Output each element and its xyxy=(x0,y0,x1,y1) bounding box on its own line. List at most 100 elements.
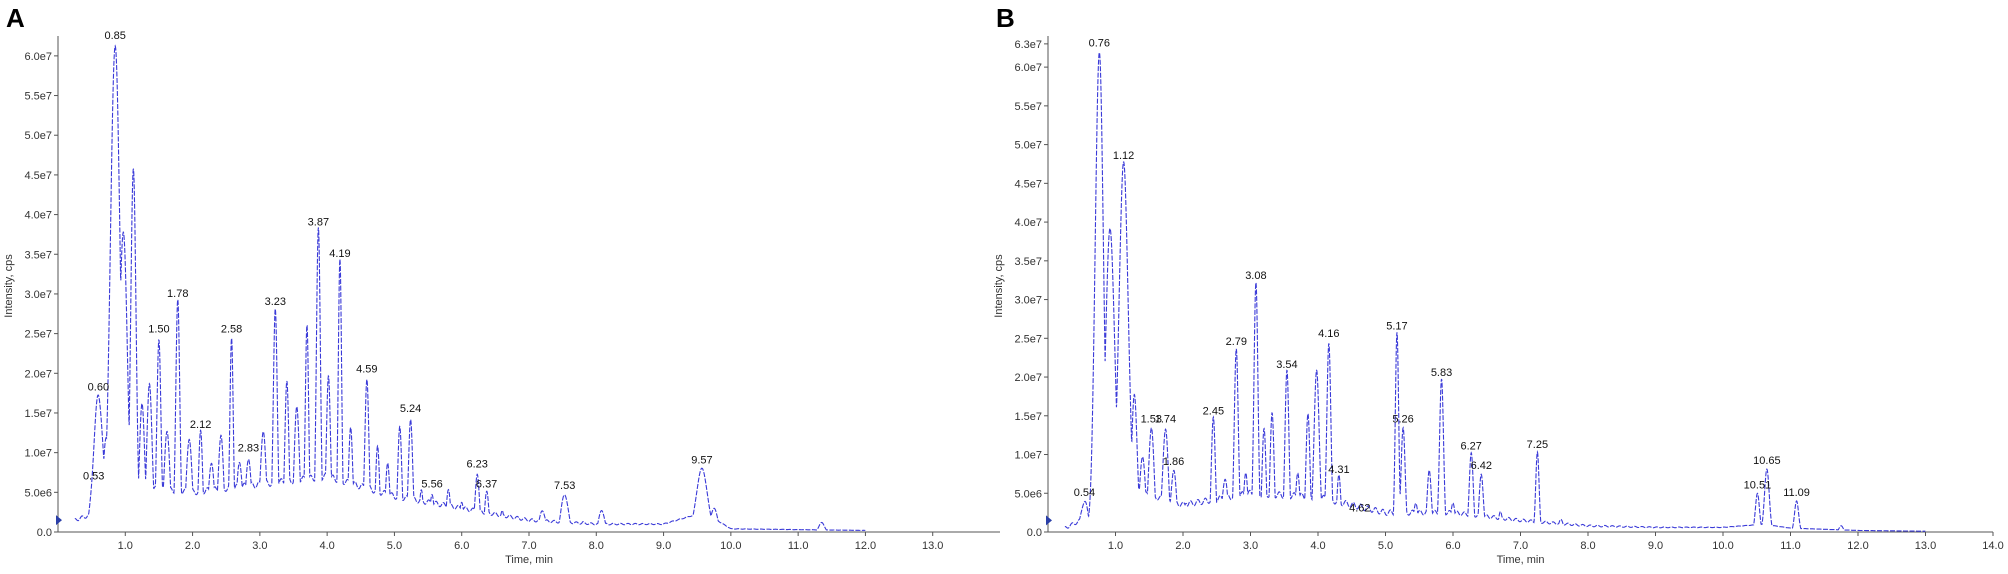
peak-label: 10.51 xyxy=(1744,479,1772,491)
x-axis-label: Time, min xyxy=(1497,554,1545,566)
x-tick-label: 6.0 xyxy=(1445,540,1460,552)
peak-label: 1.74 xyxy=(1155,413,1176,425)
peak-label: 2.58 xyxy=(221,324,242,336)
peak-label: 6.23 xyxy=(466,458,487,470)
y-tick-label: 0.0 xyxy=(1027,527,1042,539)
peak-label: 5.56 xyxy=(421,478,442,490)
peak-label: 6.27 xyxy=(1461,441,1482,453)
peak-label: 1.86 xyxy=(1163,456,1184,468)
peak-label: 2.45 xyxy=(1203,406,1224,418)
y-tick-label: 5.5e7 xyxy=(1014,101,1042,113)
y-tick-label: 6.0e7 xyxy=(1014,62,1042,74)
x-tick-label: 9.0 xyxy=(1648,540,1663,552)
peak-label: 4.19 xyxy=(329,248,350,260)
x-tick-label: 2.0 xyxy=(1175,540,1190,552)
x-tick-label: 13.0 xyxy=(1915,540,1936,552)
x-tick-label: 13.0 xyxy=(922,540,943,552)
peak-label: 4.62 xyxy=(1349,503,1370,515)
peak-label: 5.17 xyxy=(1386,320,1407,332)
y-tick-label: 5.0e6 xyxy=(24,487,52,499)
y-tick-label: 4.5e7 xyxy=(24,170,52,182)
x-tick-label: 5.0 xyxy=(1378,540,1393,552)
x-tick-label: 5.0 xyxy=(387,540,402,552)
x-tick-label: 14.0 xyxy=(1982,540,2003,552)
x-tick-label: 2.0 xyxy=(185,540,200,552)
y-tick-label: 2.5e7 xyxy=(24,329,52,341)
y-tick-label: 1.5e7 xyxy=(24,408,52,420)
panel-a: A Intensity, cps Time, min 0.0 5.0e6 1.0e7… xyxy=(3,3,1000,566)
x-tick-label: 4.0 xyxy=(1310,540,1325,552)
x-tick-label: 1.0 xyxy=(1108,540,1123,552)
y-tick-label: 5.0e7 xyxy=(1014,140,1042,152)
x-tick-label: 10.0 xyxy=(720,540,741,552)
threshold-marker xyxy=(56,515,62,526)
peak-label: 0.85 xyxy=(104,30,125,42)
peak-label: 0.76 xyxy=(1089,38,1110,50)
x-tick-label: 8.0 xyxy=(589,540,604,552)
x-tick-label: 6.0 xyxy=(454,540,469,552)
peak-label: 10.65 xyxy=(1753,455,1781,467)
peak-label: 5.24 xyxy=(400,403,421,415)
peak-label: 0.60 xyxy=(88,382,109,394)
x-tick-label: 4.0 xyxy=(319,540,334,552)
threshold-marker xyxy=(1046,515,1052,526)
x-tick-label: 8.0 xyxy=(1580,540,1595,552)
y-tick-label: 2.0e7 xyxy=(24,368,52,380)
peak-label: 6.37 xyxy=(476,478,497,490)
peak-label: 0.54 xyxy=(1074,487,1095,499)
peak-label: 7.25 xyxy=(1527,439,1548,451)
y-tick-label: 4.5e7 xyxy=(1014,178,1042,190)
panel-letter: A xyxy=(6,3,25,33)
peak-label: 2.12 xyxy=(190,419,211,431)
x-axis-label: Time, min xyxy=(505,554,553,566)
peak-label: 1.50 xyxy=(148,324,169,336)
y-tick-label: 2.0e7 xyxy=(1014,372,1042,384)
y-tick-label: 1.0e7 xyxy=(24,448,52,460)
x-tick-label: 9.0 xyxy=(656,540,671,552)
peak-label: 3.08 xyxy=(1245,270,1266,282)
x-tick-label: 12.0 xyxy=(855,540,876,552)
x-tick-label: 7.0 xyxy=(521,540,536,552)
peak-label: 1.53 xyxy=(1141,413,1162,425)
peak-label: 6.42 xyxy=(1471,460,1492,472)
y-tick-label: 5.5e7 xyxy=(24,91,52,103)
peak-label: 1.12 xyxy=(1113,150,1134,162)
x-tick-label: 10.0 xyxy=(1712,540,1733,552)
y-tick-label: 3.0e7 xyxy=(1014,295,1042,307)
y-tick-label: 5.0e6 xyxy=(1014,488,1042,500)
y-axis-label: Intensity, cps xyxy=(3,254,15,318)
y-tick-label: 3.5e7 xyxy=(1014,256,1042,268)
y-tick-label: 3.5e7 xyxy=(24,249,52,261)
chromatogram-trace xyxy=(1064,51,1926,532)
peak-label: 7.53 xyxy=(554,480,575,492)
peak-label: 11.09 xyxy=(1783,487,1810,499)
y-tick-label: 2.5e7 xyxy=(1014,333,1042,345)
peak-label: 3.54 xyxy=(1276,359,1297,371)
y-tick-label: 1.0e7 xyxy=(1014,450,1042,462)
x-tick-label: 11.0 xyxy=(1780,540,1801,552)
y-tick-label: 5.0e7 xyxy=(24,130,52,142)
y-tick-label: 4.0e7 xyxy=(24,210,52,222)
peak-label: 4.16 xyxy=(1318,328,1339,340)
y-tick-label: 3.0e7 xyxy=(24,289,52,301)
y-tick-label: 0.0 xyxy=(37,527,52,539)
panel-b: B Intensity, cps Time, min 0.0 5.0e6 1.0e7… xyxy=(993,3,2004,566)
peak-label: 2.83 xyxy=(238,443,259,455)
y-tick-label: 4.0e7 xyxy=(1014,217,1042,229)
peak-label: 0.53 xyxy=(83,470,104,482)
peak-label: 9.57 xyxy=(691,455,712,467)
peak-label: 3.87 xyxy=(308,216,329,228)
y-axis-label: Intensity, cps xyxy=(993,254,1005,318)
x-tick-label: 11.0 xyxy=(788,540,809,552)
x-tick-label: 12.0 xyxy=(1847,540,1868,552)
peak-label: 1.78 xyxy=(167,288,188,300)
peak-label: 2.79 xyxy=(1226,336,1247,348)
x-tick-label: 3.0 xyxy=(252,540,267,552)
x-tick-label: 3.0 xyxy=(1243,540,1258,552)
peak-label: 4.31 xyxy=(1328,464,1349,476)
peak-label: 4.59 xyxy=(356,363,377,375)
x-tick-label: 7.0 xyxy=(1513,540,1528,552)
peak-label: 5.26 xyxy=(1392,413,1413,425)
